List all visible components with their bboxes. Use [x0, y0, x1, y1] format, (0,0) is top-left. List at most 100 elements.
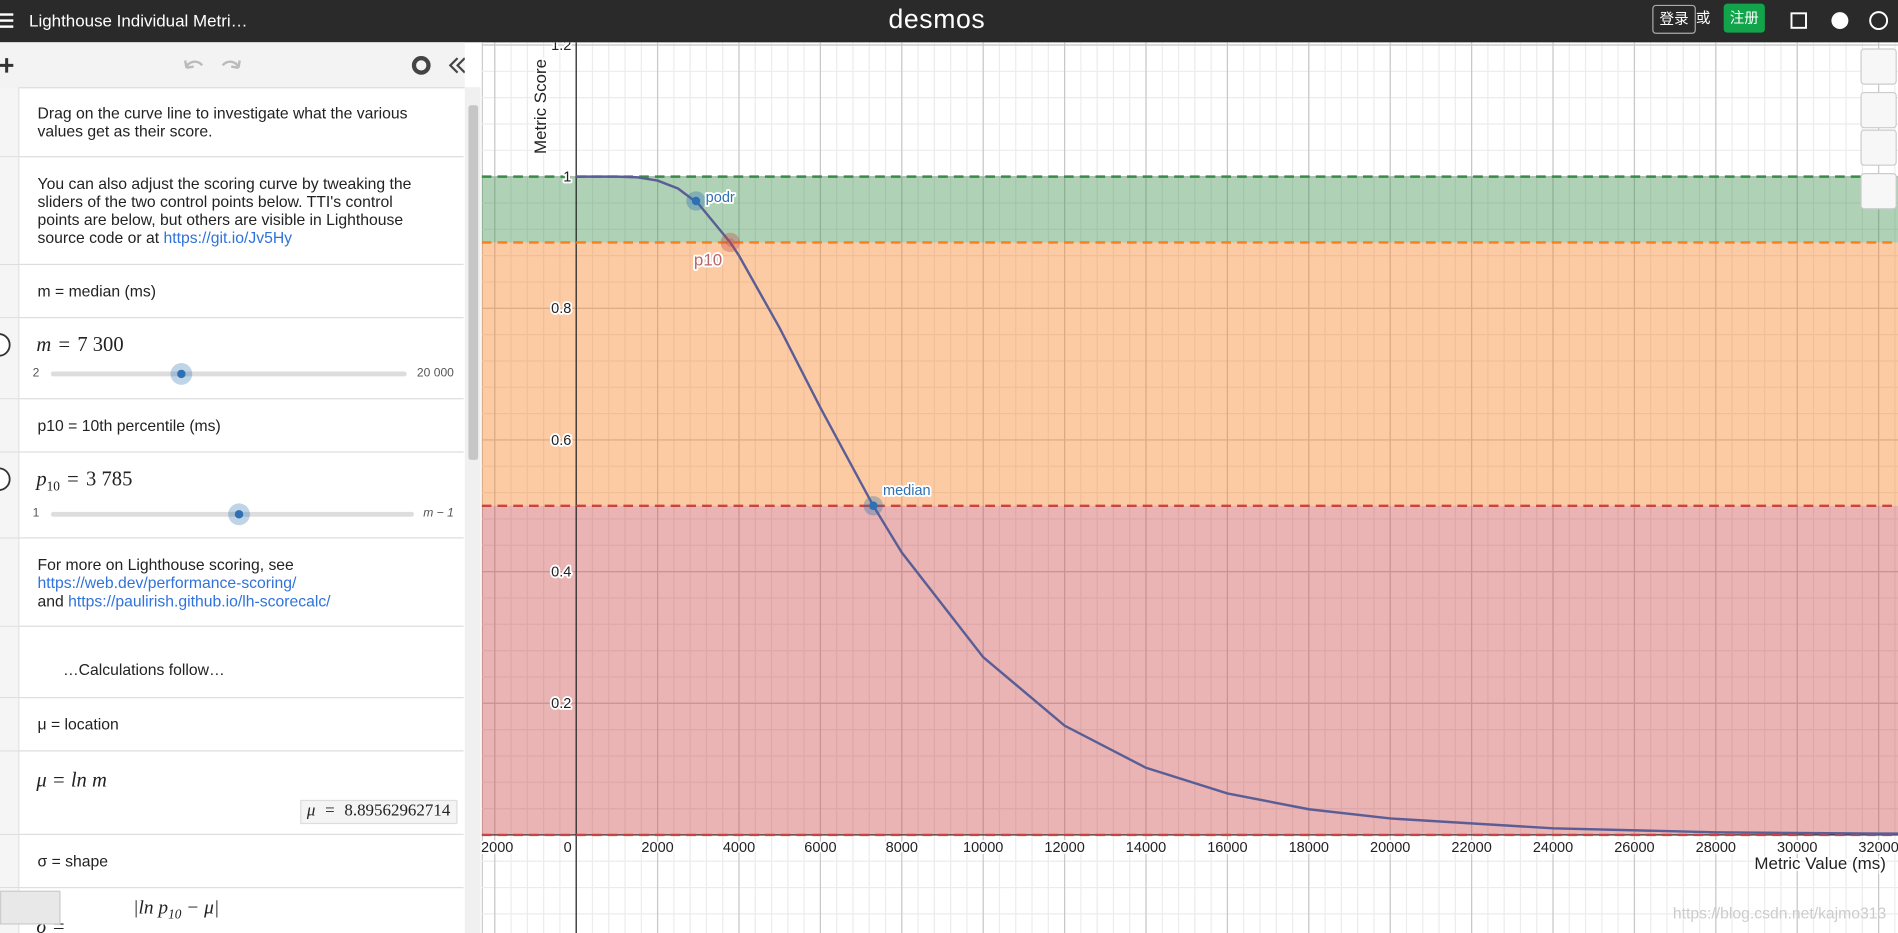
expression-item: …Calculations follow…: [0, 626, 464, 699]
play-icon[interactable]: [0, 333, 12, 362]
slider-max: m − 1: [423, 507, 454, 521]
evaluation-lhs: μ: [306, 802, 316, 821]
collapse-icon[interactable]: [448, 57, 466, 74]
x-tick-label: 8000: [886, 840, 918, 856]
expression-item: σ = shape: [0, 834, 464, 889]
x-tick-label: 20000: [1370, 840, 1410, 856]
x-tick-label: 32000: [1858, 840, 1898, 856]
slider-thumb[interactable]: [177, 369, 186, 379]
point-label: podr: [706, 190, 735, 206]
numerator-part: |ln p: [133, 897, 169, 919]
slider-track: [50, 503, 414, 526]
item-gutter: [0, 538, 20, 626]
point[interactable]: [869, 501, 878, 511]
x-tick-label: 12000: [1044, 840, 1084, 856]
x-tick-label: 16000: [1207, 840, 1247, 856]
x-tick-label: 0: [564, 840, 572, 856]
note-link[interactable]: https://paulirish.github.io/lh-scorecalc…: [68, 591, 331, 610]
item-gutter: [0, 834, 20, 888]
note-text: …Calculations follow…: [63, 661, 418, 679]
zoom-out-button[interactable]: [1860, 129, 1897, 166]
toolbar-icons: [0, 55, 466, 75]
graph-title[interactable]: Lighthouse Individual Metri…: [29, 10, 248, 31]
item-gutter: [0, 87, 20, 157]
logo[interactable]: desmos: [888, 3, 986, 34]
note-body: You can also adjust the scoring curve by…: [37, 174, 412, 247]
latex: μ = ln m: [36, 768, 107, 792]
menu-icon[interactable]: [0, 12, 15, 29]
y-tick-label: 0.4: [551, 564, 571, 580]
expression-item: For more on Lighthouse scoring, see http…: [0, 538, 464, 627]
x-tick-label: 10000: [963, 840, 1003, 856]
note-joiner: and: [37, 591, 69, 610]
expression-item: m = median (ms): [0, 265, 464, 319]
y-tick-label: 1.2: [551, 42, 571, 53]
help-icon[interactable]: [1831, 12, 1849, 30]
slider-track: [50, 363, 407, 385]
item-gutter: [0, 265, 20, 318]
or-text: 或: [1695, 9, 1711, 27]
numerator-part: − μ|: [181, 897, 220, 919]
slider-expression: m = 7 300: [36, 333, 123, 357]
y-axis-title: Metric Score: [531, 59, 550, 154]
graph-paper[interactable]: -2000 0 2000 4000 6000 8000 10000 12000 14000 160…: [481, 42, 1898, 933]
y-tick-label: 0.6: [551, 433, 571, 449]
evaluation-value: 8.89562962714: [344, 802, 451, 821]
note-body: p10 = 10th percentile (ms): [37, 416, 221, 435]
redo-icon[interactable]: [221, 60, 241, 69]
note-body: μ = location: [37, 715, 119, 734]
share-icon[interactable]: [1790, 12, 1807, 29]
item-gutter: [0, 751, 20, 834]
scrollbar[interactable]: [464, 87, 481, 933]
item-gutter: [0, 157, 20, 264]
note-body: Drag on the curve line to investigate wh…: [37, 104, 408, 141]
expression-item: p10 = 3 785 1 m − 1: [0, 452, 464, 539]
login-button[interactable]: 登录: [1652, 4, 1696, 34]
play-icon[interactable]: [0, 467, 12, 496]
expression-item: σ =|ln p10 − μ|: [0, 888, 464, 933]
fraction-numerator: |ln p10 − μ|: [133, 898, 219, 922]
point-label: p10: [694, 250, 722, 269]
evaluation-eq: =: [325, 802, 335, 821]
zoom-in-button[interactable]: [1860, 91, 1897, 129]
graph-settings-button[interactable]: [1860, 48, 1897, 85]
add-icon[interactable]: [0, 58, 14, 73]
top-bar: Lighthouse Individual Metri… desmos 登录 或…: [0, 0, 1898, 43]
home-button[interactable]: [1860, 173, 1897, 210]
watermark: https://blog.csdn.net/kajmo313: [1672, 903, 1887, 923]
point[interactable]: [726, 238, 735, 247]
note-body: σ = shape: [37, 851, 109, 871]
x-tick-label: 4000: [723, 840, 755, 856]
slider-thumb[interactable]: [234, 510, 244, 519]
note-body: For more on Lighthouse scoring, see: [37, 555, 294, 574]
note-link[interactable]: https://web.dev/performance-scoring/: [37, 573, 297, 592]
slider-variable: m: [36, 332, 52, 356]
y-tick-label: 0.2: [551, 696, 571, 712]
note-text: m = median (ms): [38, 282, 418, 300]
point[interactable]: [691, 196, 701, 206]
expression-item: p10 = 10th percentile (ms): [0, 399, 464, 453]
header-icons: [1790, 11, 1889, 31]
y-tick-label: 1: [563, 169, 571, 185]
note-text: p10 = 10th percentile (ms): [38, 416, 418, 434]
settings-icon[interactable]: [411, 55, 431, 75]
signup-button[interactable]: 注册: [1723, 3, 1765, 33]
score-band: [481, 505, 1898, 835]
score-band: [481, 242, 1898, 506]
slider-subscript: 10: [46, 479, 60, 495]
note-link[interactable]: https://git.io/Jv5Hy: [163, 228, 293, 247]
note-text: μ = location: [38, 715, 418, 733]
x-tick-label: 6000: [804, 840, 836, 856]
slider-value: 3 785: [86, 467, 133, 491]
item-gutter: [0, 399, 20, 452]
keyboard-toggle[interactable]: [0, 890, 61, 925]
expression-latex: μ = ln m: [36, 768, 107, 792]
language-icon[interactable]: [1869, 11, 1889, 31]
play-circle: [0, 467, 11, 491]
slider-equals: =: [67, 467, 79, 491]
undo-icon[interactable]: [184, 60, 204, 69]
expression-item: Drag on the curve line to investigate wh…: [0, 87, 464, 158]
x-tick-label: 26000: [1614, 840, 1654, 856]
score-curve[interactable]: [576, 175, 1898, 835]
